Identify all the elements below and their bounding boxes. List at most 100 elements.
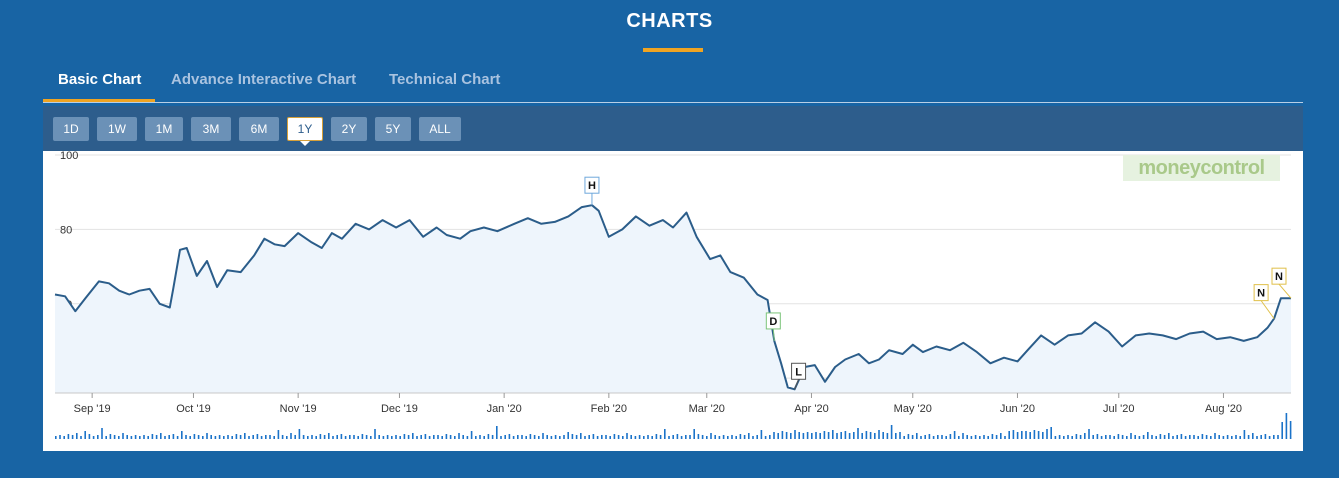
volume-bar — [256, 434, 259, 439]
volume-bar — [521, 435, 523, 439]
volume-bar — [584, 436, 586, 439]
volume-bar — [143, 435, 145, 439]
volume-bar — [773, 432, 775, 439]
x-tick-label: Jun '20 — [1000, 403, 1035, 415]
volume-bar — [1138, 436, 1141, 439]
volume-bar — [1029, 432, 1031, 439]
volume-bar — [1235, 435, 1237, 439]
volume-bar — [361, 434, 364, 439]
volume-bar — [424, 434, 427, 439]
annotation-connector — [1278, 283, 1292, 299]
volume-bar — [391, 436, 393, 439]
volume-bar — [1163, 435, 1166, 439]
volume-bar — [689, 435, 691, 439]
volume-bar — [836, 433, 838, 439]
volume-bar — [1092, 435, 1094, 439]
range-2y-button[interactable]: 2Y — [331, 117, 367, 141]
volume-bar — [697, 434, 700, 439]
volume-bar — [504, 435, 506, 439]
volume-bar — [512, 436, 515, 439]
volume-bar — [731, 435, 733, 439]
volume-bar — [458, 433, 460, 439]
price-line — [54, 204, 1291, 391]
volume-bar — [181, 431, 183, 439]
volume-bar — [353, 435, 355, 439]
volume-bar — [479, 435, 481, 439]
volume-bar — [76, 433, 78, 439]
volume-bar — [92, 436, 95, 439]
volume-bar — [416, 436, 418, 439]
volume-bar — [962, 433, 964, 439]
volume-bar — [235, 434, 238, 439]
volume-bar — [1121, 435, 1124, 439]
volume-bar — [827, 432, 830, 439]
volume-bar — [638, 435, 641, 439]
volume-bar — [899, 432, 901, 439]
volume-bar — [1260, 435, 1262, 439]
range-all-button[interactable]: ALL — [419, 117, 461, 141]
volume-bar — [710, 433, 712, 439]
volume-bar — [932, 436, 935, 439]
volume-bar — [273, 436, 275, 439]
volume-bar — [139, 436, 141, 439]
range-1m-button[interactable]: 1M — [145, 117, 183, 141]
range-6m-button[interactable]: 6M — [239, 117, 279, 141]
range-1y-button[interactable]: 1Y — [287, 117, 323, 146]
volume-bar — [1189, 435, 1191, 439]
tab-advance-interactive-chart[interactable]: Advance Interactive Chart — [171, 71, 357, 88]
volume-bar — [945, 436, 947, 439]
range-1d-button[interactable]: 1D — [53, 117, 89, 141]
volume-bar — [67, 434, 70, 439]
volume-bar — [1159, 434, 1162, 439]
volume-bar — [958, 436, 960, 439]
volume-bar — [130, 436, 133, 439]
volume-bar — [970, 436, 973, 439]
volume-bar — [1281, 422, 1283, 439]
volume-bar — [928, 434, 931, 439]
volume-bar — [1243, 430, 1246, 439]
volume-bar — [680, 436, 683, 439]
volume-bar — [101, 428, 103, 439]
volume-bar — [903, 436, 905, 439]
volume-bar — [529, 434, 532, 439]
volume-bar — [1021, 431, 1023, 439]
volume-bar — [857, 428, 859, 439]
volume-bar — [769, 435, 771, 439]
volume-bar — [210, 435, 212, 439]
range-1w-button[interactable]: 1W — [97, 117, 137, 141]
volume-bar — [655, 434, 658, 439]
volume-bar — [349, 435, 351, 439]
volume-bar — [937, 435, 939, 439]
tab-basic-chart[interactable]: Basic Chart — [58, 71, 142, 88]
volume-bar — [1214, 433, 1216, 439]
volume-bar — [260, 436, 263, 439]
volume-bar — [265, 435, 267, 439]
volume-bar — [84, 431, 86, 439]
volume-bar — [882, 432, 884, 439]
volume-bar — [1012, 430, 1015, 439]
volume-bar — [244, 433, 246, 439]
volume-bar — [1218, 435, 1220, 439]
range-5y-button[interactable]: 5Y — [375, 117, 411, 141]
volume-bar — [727, 436, 729, 439]
tab-technical-chart[interactable]: Technical Chart — [389, 71, 501, 88]
volume-bar — [1126, 436, 1128, 439]
volume-bar — [462, 435, 464, 439]
annotation-connector — [1260, 300, 1275, 319]
volume-bar — [1100, 436, 1103, 439]
volume-bar — [151, 434, 154, 439]
volume-bar — [466, 436, 469, 439]
volume-bar — [559, 436, 561, 439]
x-tick-label: Apr '20 — [794, 403, 829, 415]
volume-bar — [1285, 413, 1288, 439]
moneycontrol-logo: moneycontrol — [1123, 155, 1280, 181]
volume-bar — [176, 436, 179, 439]
volume-bar — [1289, 421, 1292, 439]
volume-bar — [575, 435, 578, 439]
volume-bar — [592, 434, 595, 439]
volume-bar — [97, 435, 99, 439]
volume-bar — [664, 429, 666, 439]
title-underline — [643, 48, 703, 52]
range-3m-button[interactable]: 3M — [191, 117, 231, 141]
